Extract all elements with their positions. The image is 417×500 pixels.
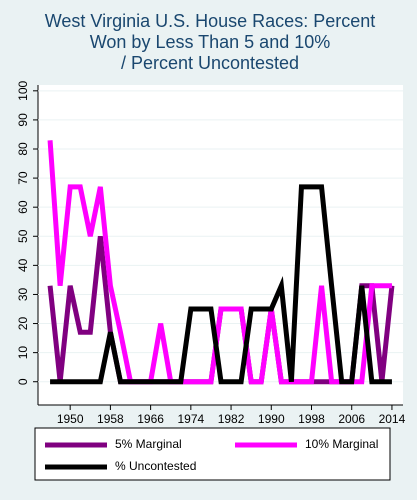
x-tick-label: 2014 (379, 412, 406, 426)
y-tick-label: 70 (16, 171, 30, 185)
y-tick-label: 60 (16, 200, 30, 214)
x-tick-label: 1958 (97, 412, 124, 426)
x-tick-label: 1990 (258, 412, 285, 426)
legend-label: 10% Marginal (305, 437, 378, 451)
chart-title: / Percent Uncontested (121, 53, 299, 73)
x-tick-label: 1998 (298, 412, 325, 426)
legend-label: 5% Marginal (115, 437, 182, 451)
x-tick-label: 1966 (137, 412, 164, 426)
y-tick-label: 10 (16, 346, 30, 360)
x-tick-label: 1950 (57, 412, 84, 426)
legend (34, 427, 391, 481)
y-tick-label: 100 (16, 80, 30, 100)
x-tick-label: 2006 (338, 412, 365, 426)
y-tick-label: 90 (16, 113, 30, 127)
y-tick-label: 0 (16, 378, 30, 385)
y-tick-label: 40 (16, 258, 30, 272)
y-tick-label: 80 (16, 142, 30, 156)
plot-area (38, 85, 403, 405)
series-line (50, 184, 392, 385)
x-tick-label: 1974 (177, 412, 204, 426)
legend-label: % Uncontested (115, 459, 196, 473)
series-line (47, 140, 392, 385)
y-tick-label: 20 (16, 317, 30, 331)
x-tick-label: 1982 (218, 412, 245, 426)
y-tick-label: 50 (16, 229, 30, 243)
chart-title: Won by Less Than 5 and 10% (90, 32, 331, 52)
chart-title: West Virginia U.S. House Races: Percent (45, 11, 375, 31)
y-tick-label: 30 (16, 287, 30, 301)
